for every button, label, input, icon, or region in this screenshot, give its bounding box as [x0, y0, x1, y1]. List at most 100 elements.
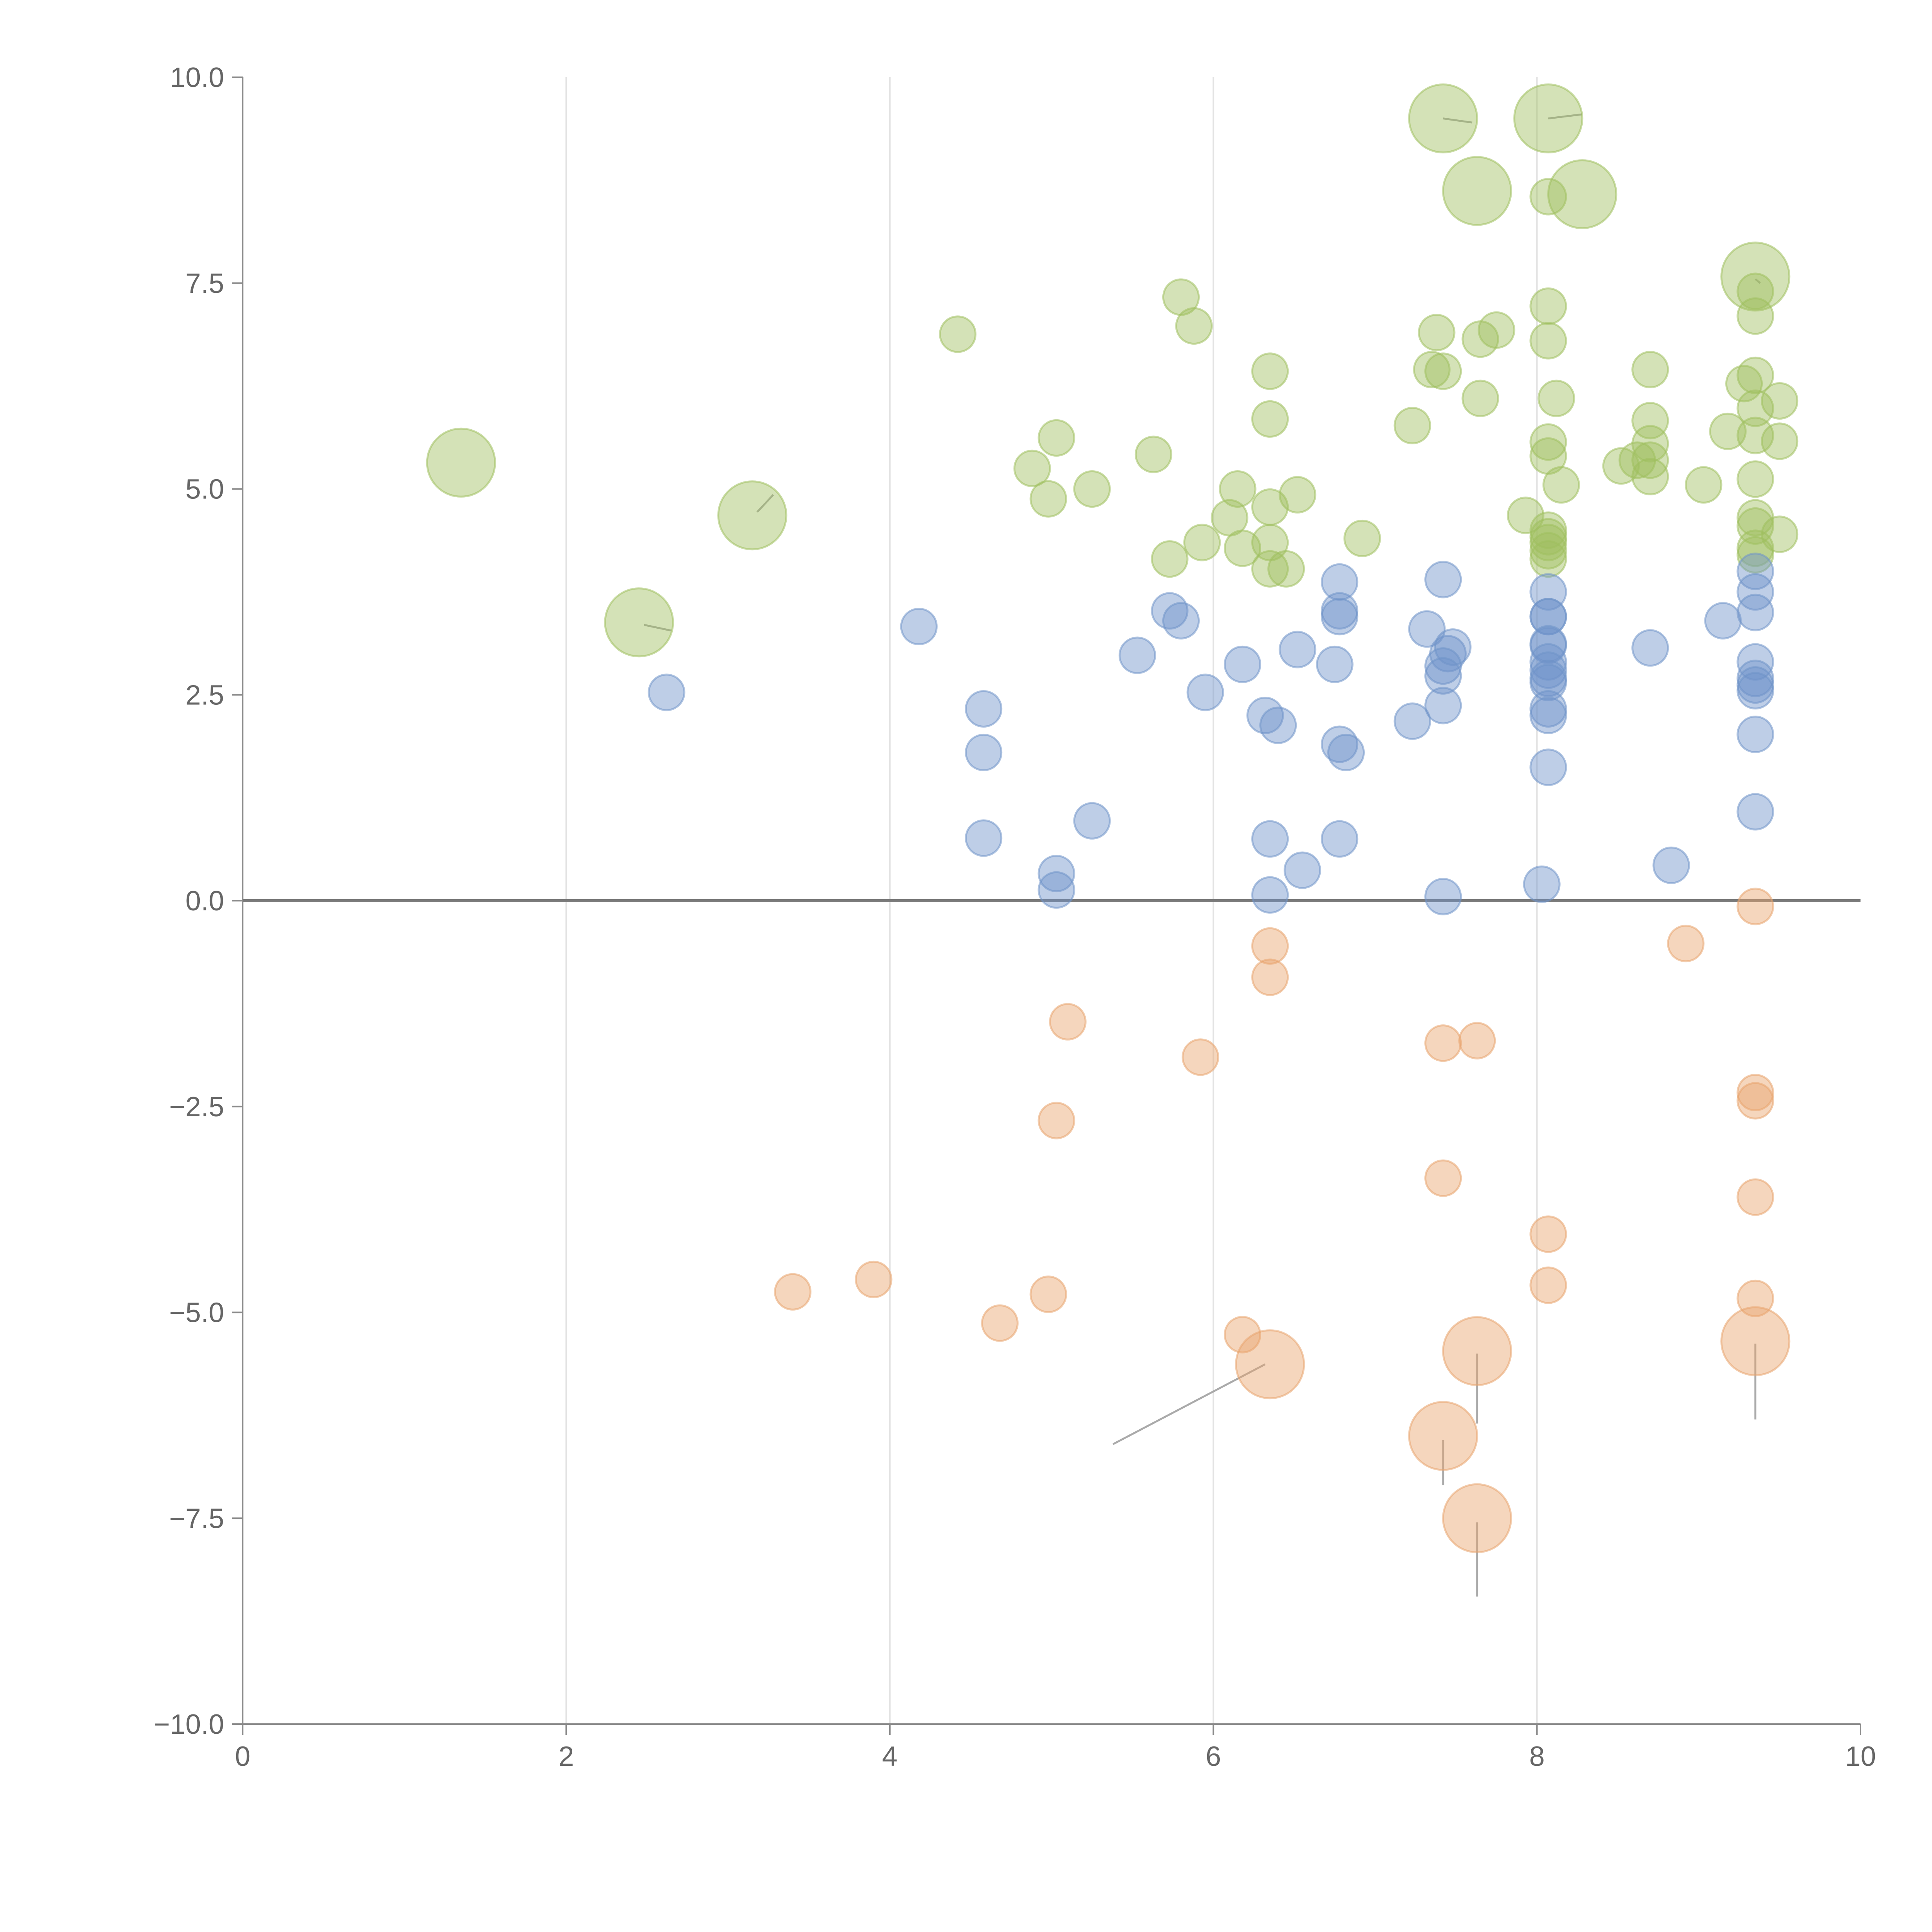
blue-bubble: [1393, 702, 1431, 740]
green-bubble: [1761, 382, 1799, 420]
bubbles: [426, 83, 1799, 1553]
green-bubble: [1013, 449, 1051, 487]
y-tick-label: −7.5: [169, 1503, 224, 1534]
green-bubble: [1736, 389, 1774, 427]
orange-bubble: [1224, 1316, 1262, 1354]
green-bubble: [1279, 476, 1316, 514]
leader-line: [1755, 278, 1761, 284]
green-bubble: [1736, 536, 1774, 574]
blue-bubble: [1279, 631, 1316, 668]
blue-bubble: [1259, 706, 1297, 744]
orange-bubble: [1424, 1024, 1462, 1062]
green-bubble: [1267, 550, 1305, 588]
green-bubble: [1151, 540, 1189, 578]
blue-bubble: [1424, 878, 1462, 915]
green-bubble: [1219, 470, 1257, 508]
green-bubble: [1529, 423, 1567, 461]
blue-bubble: [1736, 672, 1774, 710]
x-tick-label: 10: [1845, 1741, 1876, 1772]
green-bubble: [1175, 307, 1213, 345]
green-bubble: [1393, 406, 1431, 444]
green-bubble: [1736, 297, 1774, 335]
green-bubble: [1413, 351, 1451, 389]
orange-bubble: [1029, 1276, 1067, 1313]
y-tick-label: 0.0: [185, 886, 224, 917]
green-bubble: [604, 587, 674, 658]
green-bubble: [1736, 507, 1774, 545]
series-green: [426, 83, 1799, 658]
blue-bubble: [1037, 871, 1075, 909]
blue-bubble: [1736, 573, 1774, 611]
blue-bubble: [1424, 561, 1462, 599]
leader-line: [643, 624, 672, 632]
series-orange: [774, 888, 1791, 1553]
orange-bubble: [1529, 1266, 1567, 1304]
blue-bubble: [1186, 673, 1224, 711]
green-bubble: [1418, 314, 1456, 352]
orange-bubble: [1736, 888, 1774, 925]
green-bubble: [1537, 379, 1575, 417]
green-bubble: [1251, 550, 1289, 588]
blue-bubble: [1316, 645, 1354, 683]
orange-bubble: [1442, 1483, 1512, 1553]
blue-bubble: [1151, 592, 1189, 630]
orange-bubble: [855, 1260, 893, 1298]
green-bubble: [1037, 419, 1075, 457]
green-bubble: [1073, 470, 1111, 508]
blue-bubble: [1736, 793, 1774, 831]
green-bubble: [1513, 83, 1583, 154]
orange-bubble: [1736, 1074, 1774, 1112]
green-bubble: [1134, 435, 1172, 473]
orange-bubble: [1235, 1329, 1305, 1400]
green-bubble: [1529, 532, 1567, 570]
orange-bubble: [774, 1273, 812, 1311]
green-bubble: [1183, 524, 1221, 561]
leader-line: [1112, 1363, 1266, 1445]
green-bubble: [1529, 287, 1567, 325]
green-bubble: [1736, 460, 1774, 498]
orange-bubble: [1037, 1102, 1075, 1139]
y-tick-label: −10.0: [154, 1709, 224, 1740]
green-bubble: [1761, 422, 1799, 460]
blue-bubble: [1251, 820, 1289, 858]
orange-bubble: [1424, 1159, 1462, 1197]
green-bubble: [1442, 156, 1512, 226]
y-tick-label: 2.5: [185, 680, 224, 711]
green-bubble: [1547, 159, 1617, 230]
blue-bubble: [1246, 697, 1284, 735]
blue-bubble: [1736, 716, 1774, 753]
blue-bubble: [1224, 645, 1262, 683]
green-bubble: [1424, 352, 1462, 390]
green-bubble: [426, 427, 496, 498]
green-bubble: [1461, 379, 1499, 417]
y-tick-label: 10.0: [170, 62, 224, 93]
green-bubble: [1736, 417, 1774, 454]
green-bubble: [1408, 83, 1478, 154]
orange-bubble: [1529, 1215, 1567, 1253]
green-bubble: [1631, 402, 1669, 440]
blue-bubble: [965, 733, 1003, 771]
blue-bubble: [900, 607, 938, 645]
series-blue: [648, 553, 1774, 915]
green-bubble: [1631, 458, 1669, 496]
blue-bubble: [1736, 553, 1774, 590]
tick-marks: [232, 77, 1861, 1735]
green-bubble: [1542, 466, 1580, 504]
x-tick-labels: 0 2 4 6 8 10: [235, 1741, 1876, 1772]
blue-bubble: [1118, 636, 1156, 674]
blue-bubble: [1736, 594, 1774, 631]
orange-bubble: [1442, 1316, 1512, 1386]
blue-bubble: [1162, 602, 1200, 639]
y-tick-label: 5.0: [185, 474, 224, 505]
orange-bubble: [1251, 927, 1289, 965]
y-tick-label: 7.5: [185, 268, 224, 299]
blue-bubble: [1073, 802, 1111, 840]
orange-bubble: [1736, 1178, 1774, 1216]
blue-bubble: [1523, 865, 1561, 903]
x-tick-label: 2: [558, 1741, 574, 1772]
blue-bubble: [1631, 629, 1669, 667]
orange-bubble: [1736, 1082, 1774, 1120]
blue-bubble: [1424, 687, 1462, 724]
green-bubble: [1761, 515, 1799, 553]
green-bubble: [1631, 425, 1669, 463]
